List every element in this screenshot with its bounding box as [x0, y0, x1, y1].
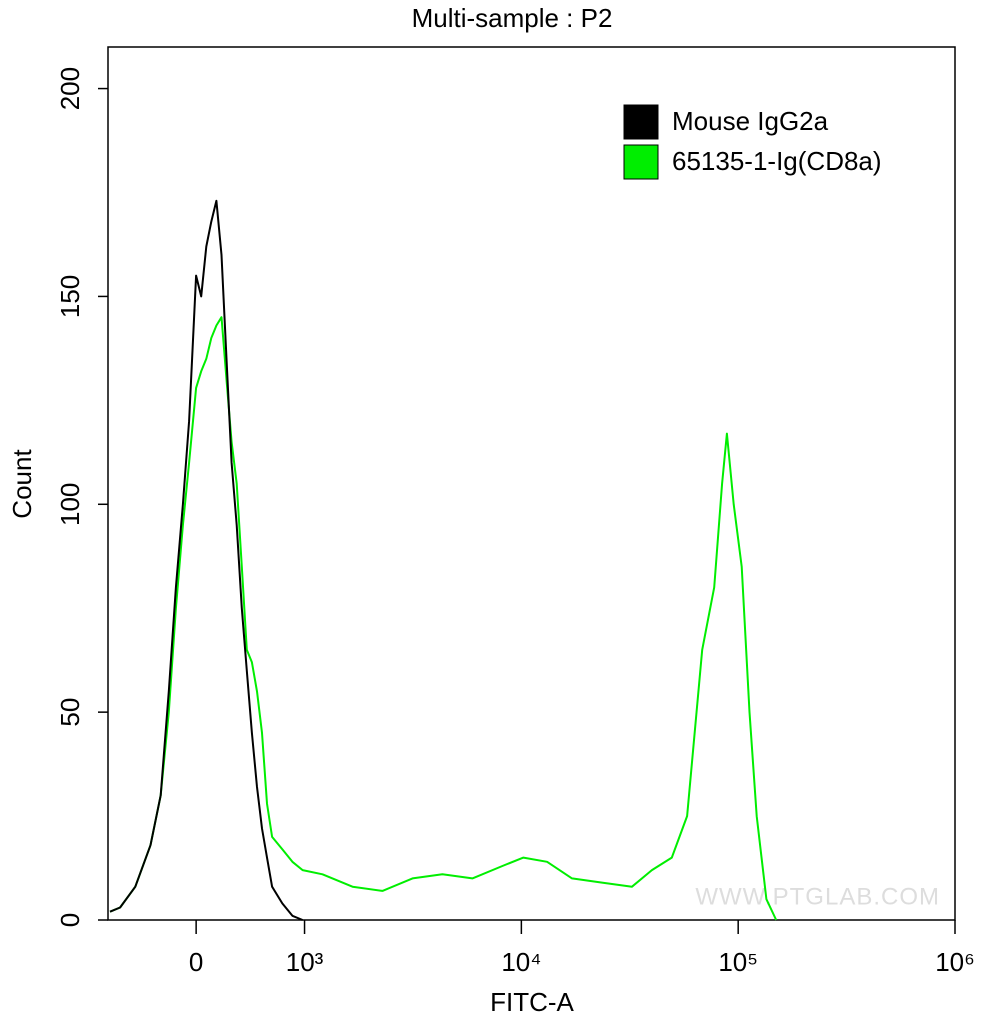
watermark: WWW.PTGLAB.COM	[695, 883, 940, 910]
plot-frame	[107, 46, 956, 921]
x-tick-label: 10⁴	[501, 947, 541, 977]
y-tick-label: 150	[55, 275, 85, 318]
x-tick-label: 0	[189, 947, 203, 977]
histogram-line	[109, 199, 303, 921]
y-tick-label: 0	[55, 913, 85, 927]
histogram-line	[109, 316, 778, 921]
chart-title: Multi-sample : P2	[412, 3, 613, 33]
y-tick-label: 100	[55, 483, 85, 526]
x-tick-label: 10⁵	[718, 947, 758, 977]
y-tick-label: 50	[55, 698, 85, 727]
y-tick-label: 200	[55, 67, 85, 110]
x-tick-label: 10⁶	[935, 947, 975, 977]
x-axis-label: FITC-A	[490, 987, 574, 1017]
y-axis-label: Count	[7, 449, 37, 519]
legend-label: Mouse IgG2a	[672, 106, 829, 136]
x-tick-label: 10³	[286, 947, 324, 977]
legend-swatch	[623, 144, 659, 180]
legend-swatch	[623, 104, 659, 140]
legend-label: 65135-1-Ig(CD8a)	[672, 146, 882, 176]
